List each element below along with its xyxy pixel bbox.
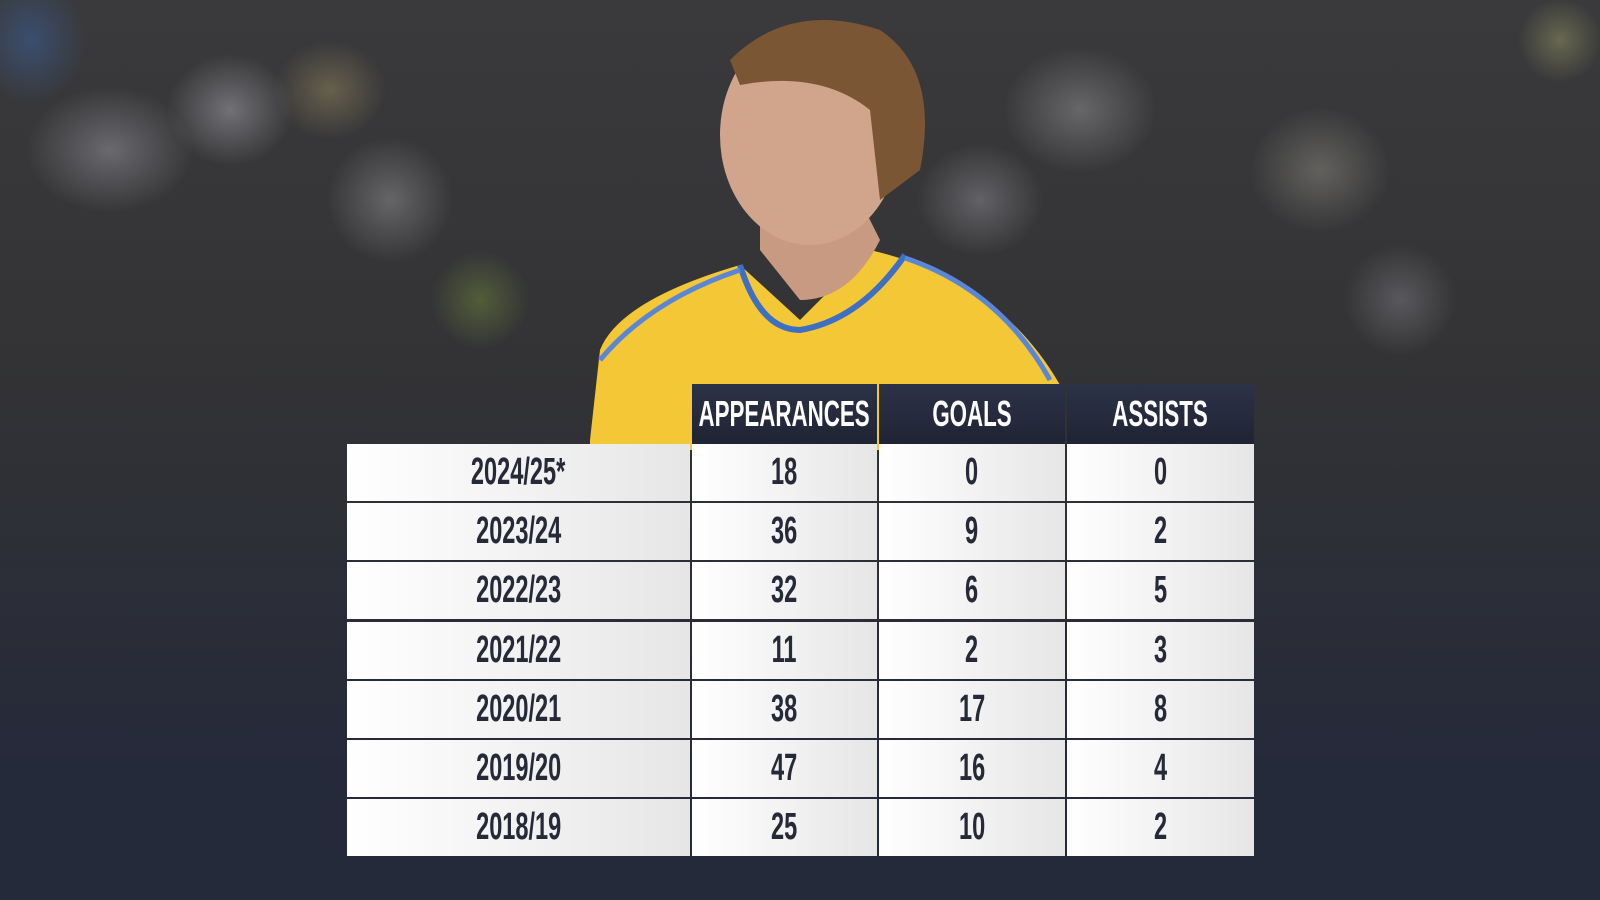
cell-appearances: 36 — [692, 503, 877, 561]
cell-value: 9 — [965, 510, 979, 553]
cell-value: 47 — [771, 747, 798, 789]
cell-assists: 4 — [1067, 740, 1254, 797]
cell-value: 18 — [771, 451, 798, 493]
cell-value: 11 — [772, 628, 797, 671]
cell-goals: 16 — [879, 740, 1065, 797]
header-label: ASSISTS — [1112, 393, 1209, 434]
cell-appearances: 32 — [692, 562, 877, 620]
cell-value: 17 — [958, 687, 986, 730]
cell-value: 2024/25* — [471, 451, 566, 493]
cell-value: 36 — [771, 510, 798, 553]
cell-value: 2020/21 — [475, 687, 562, 730]
header-appearances: APPEARANCES — [692, 384, 877, 444]
cell-value: 25 — [771, 806, 798, 849]
cell-season: 2022/23 — [347, 562, 690, 620]
cell-appearances: 25 — [692, 799, 877, 857]
cell-appearances: 18 — [692, 444, 877, 501]
header-goals: GOALS — [879, 384, 1065, 444]
cell-assists: 2 — [1067, 799, 1254, 857]
cell-goals: 6 — [879, 562, 1065, 620]
cell-value: 2 — [1153, 510, 1168, 553]
cell-value: 2018/19 — [475, 806, 562, 849]
cell-assists: 2 — [1067, 503, 1254, 561]
cell-value: 0 — [1153, 451, 1168, 493]
cell-value: 2022/23 — [475, 569, 562, 612]
cell-assists: 8 — [1067, 680, 1254, 738]
cell-value: 0 — [965, 451, 979, 493]
cell-value: 2019/20 — [475, 747, 562, 789]
cell-season: 2018/19 — [347, 799, 690, 857]
cell-goals: 0 — [879, 444, 1065, 501]
cell-value: 16 — [958, 747, 986, 789]
cell-value: 2 — [965, 628, 979, 671]
cell-value: 32 — [771, 569, 798, 612]
cell-goals: 9 — [879, 503, 1065, 561]
cell-value: 10 — [958, 806, 986, 849]
cell-value: 3 — [1153, 628, 1168, 671]
cell-appearances: 11 — [692, 621, 877, 679]
cell-season: 2024/25* — [347, 444, 690, 501]
cell-value: 4 — [1153, 747, 1168, 789]
cell-goals: 10 — [879, 799, 1065, 857]
cell-assists: 3 — [1067, 621, 1254, 679]
cell-value: 38 — [771, 687, 798, 730]
cell-value: 6 — [965, 569, 979, 612]
cell-value: 2021/22 — [475, 628, 562, 671]
player-photo — [590, 20, 1060, 450]
cell-appearances: 47 — [692, 740, 877, 797]
cell-goals: 17 — [879, 680, 1065, 738]
cell-season: 2023/24 — [347, 503, 690, 561]
cell-value: 8 — [1153, 687, 1168, 730]
cell-season: 2020/21 — [347, 680, 690, 738]
cell-season: 2021/22 — [347, 621, 690, 679]
cell-value: 5 — [1153, 569, 1168, 612]
cell-value: 2023/24 — [475, 510, 562, 553]
cell-assists: 5 — [1067, 562, 1254, 620]
cell-assists: 0 — [1067, 444, 1254, 501]
header-assists: ASSISTS — [1067, 384, 1254, 444]
cell-appearances: 38 — [692, 680, 877, 738]
header-label: GOALS — [932, 393, 1012, 434]
header-label: APPEARANCES — [698, 393, 871, 434]
cell-season: 2019/20 — [347, 740, 690, 797]
cell-value: 2 — [1153, 806, 1168, 849]
cell-goals: 2 — [879, 621, 1065, 679]
